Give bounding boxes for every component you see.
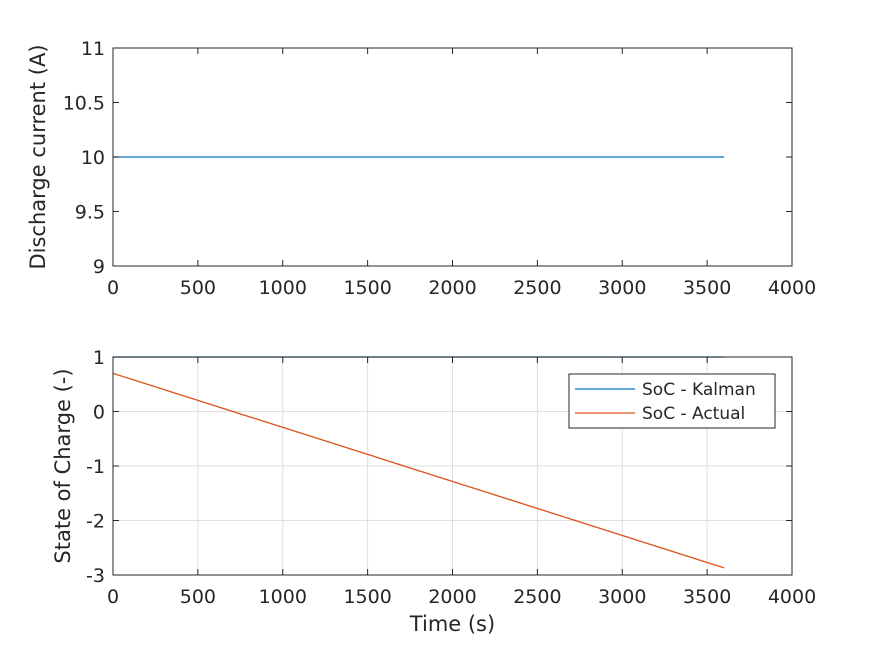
y-tick-label: -1 [86,456,105,478]
x-tick-label: 1500 [343,586,391,608]
series-line-1 [112,372,725,569]
y-tick-label: 9 [93,256,105,278]
x-tick-label: 2000 [428,277,476,299]
y-axis-label: State of Charge (-) [51,368,75,563]
x-tick-label: 0 [107,586,119,608]
plot-discharge-current: 0 500 1000 1500 2000 2500 3000 3500 4000 9 9.5 10 10… [26,38,816,299]
y-tick-label: 10.5 [63,93,105,115]
x-tick-label: 2000 [428,586,476,608]
legend-entry-1: SoC - Actual [642,404,745,424]
y-tick-label: 0 [93,402,105,424]
x-tick-label: 500 [180,586,216,608]
y-tick-label: -3 [86,565,105,587]
x-tick-label: 3500 [683,277,731,299]
x-tick-label: 0 [107,277,119,299]
x-tick-label: 2500 [513,277,561,299]
x-tick-label: 1000 [259,277,307,299]
legend-box [568,373,776,429]
plot-state-of-charge: 0 500 1000 1500 2000 2500 3000 3500 4000 -3 -2 -1 0 1… [51,347,816,636]
x-tick-label: 3000 [598,277,646,299]
legend: SoC - Kalman SoC - Actual [568,373,776,429]
y-tick-label: -2 [86,511,105,533]
x-axis-label: Time (s) [409,612,495,636]
x-tick-label: 1500 [343,277,391,299]
y-axis-label: Discharge current (A) [26,44,50,269]
x-tick-label: 4000 [768,277,816,299]
y-tick-label: 1 [93,347,105,369]
x-tick-label: 3500 [683,586,731,608]
legend-entry-0: SoC - Kalman [642,380,756,400]
y-tick-label: 10 [81,147,105,169]
x-tick-label: 2500 [513,586,561,608]
x-tick-label: 4000 [768,586,816,608]
x-tick-label: 3000 [598,586,646,608]
x-tick-label: 1000 [259,586,307,608]
y-tick-label: 11 [81,38,105,60]
y-tick-label: 9.5 [75,202,105,224]
x-tick-label: 500 [180,277,216,299]
